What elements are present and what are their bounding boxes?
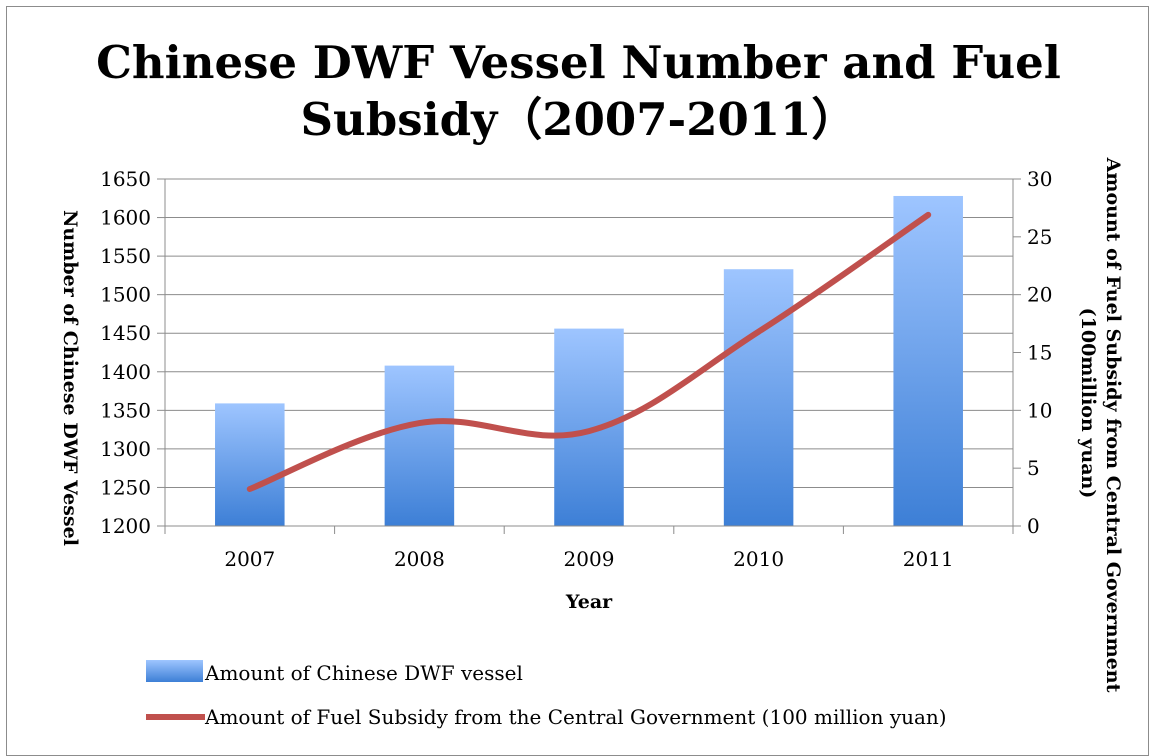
y-right-tick-label: 10 [1027,398,1052,422]
x-axis-title: Year [565,591,613,613]
y-right-tick-label: 15 [1027,341,1052,365]
x-tick-label: 2007 [224,547,275,571]
y-left-tick-label: 1550 [100,244,151,268]
y-left-tick-label: 1650 [100,167,151,191]
y-right-tick-label: 5 [1027,456,1040,480]
bar [724,269,794,526]
y-left-tick-label: 1350 [100,398,151,422]
x-tick-label: 2009 [564,547,615,571]
bar [554,329,624,526]
y-right-tick-label: 20 [1027,283,1052,307]
y-left-tick-label: 1450 [100,321,151,345]
y-axis-right-title: Amount of Fuel Subsidy from Central Gove… [1102,157,1124,693]
x-tick-label: 2010 [733,547,784,571]
y-right-tick-label: 25 [1027,225,1052,249]
legend-bar-label: Amount of Chinese DWF vessel [204,661,523,685]
x-tick-label: 2008 [394,547,445,571]
y-left-tick-label: 1600 [100,206,151,230]
y-left-tick-label: 1400 [100,360,151,384]
bar [385,366,455,526]
y-axis-right-subtitle: (100million yuan) [1077,308,1099,499]
y-right-tick-label: 0 [1027,514,1040,538]
legend: Amount of Chinese DWF vessel Amount of F… [146,660,947,729]
y-axis-left-title: Number of Chinese DWF Vessel [59,210,81,546]
legend-line-label: Amount of Fuel Subsidy from the Central … [204,705,947,729]
x-tick-label: 2011 [903,547,954,571]
legend-bar-swatch [146,660,203,682]
bars [215,196,963,526]
bar [215,403,285,526]
y-left-tick-label: 1300 [100,437,151,461]
y-left-tick-label: 1250 [100,475,151,499]
y-left-tick-label: 1200 [100,514,151,538]
y-left-tick-label: 1500 [100,283,151,307]
y-right-tick-label: 30 [1027,167,1052,191]
bar [893,196,963,526]
